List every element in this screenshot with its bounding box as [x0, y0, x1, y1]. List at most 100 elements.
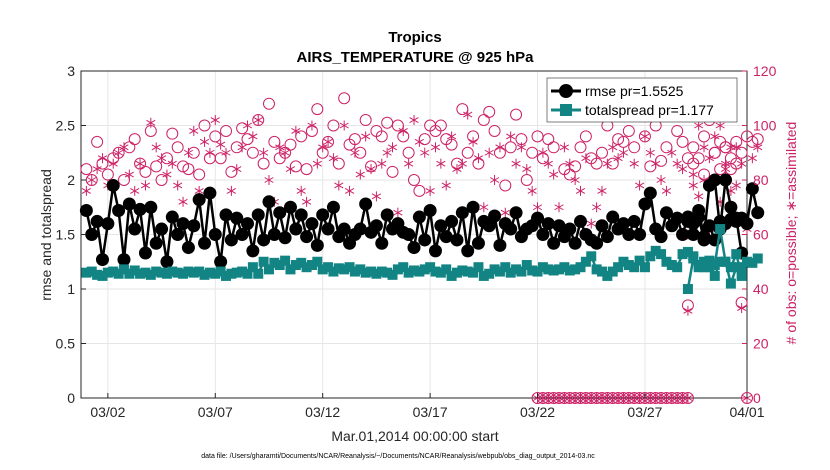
obs-assimilated-point: [81, 185, 91, 196]
rmse-point: [643, 186, 657, 200]
obs-assimilated-point: [634, 180, 645, 191]
obs-assimilated-point: [119, 142, 129, 153]
obs-assimilated-point: [522, 164, 532, 175]
obs-assimilated-point: [301, 196, 312, 207]
spread-point: [263, 264, 274, 275]
rmse-point: [686, 228, 700, 241]
spread-point: [290, 260, 301, 271]
x-tick-label: 03/27: [627, 404, 662, 420]
obs-possible-point: [520, 174, 533, 186]
rmse-point: [246, 244, 260, 258]
rmse-point: [300, 230, 314, 244]
obs-assimilated-point: [597, 185, 607, 196]
rmse-point: [316, 208, 330, 222]
x-tick-label: 03/07: [198, 404, 233, 420]
obs-assimilated-point: [140, 180, 151, 191]
spread-point: [709, 260, 720, 271]
x-tick-label: 03/22: [520, 404, 555, 420]
obs-assimilated-point: [629, 158, 639, 169]
obs-possible-point: [354, 146, 367, 159]
rmse-point: [531, 211, 545, 225]
obs-possible-point: [117, 174, 130, 186]
rmse-point: [552, 219, 566, 233]
rmse-point: [90, 214, 104, 228]
obs-possible-point: [300, 163, 313, 176]
obs-possible-point: [348, 133, 361, 146]
spread-point: [731, 262, 742, 273]
rmse-point: [428, 244, 442, 258]
spread-point: [151, 266, 162, 277]
spread-point: [688, 253, 699, 264]
rmse-point: [326, 200, 340, 214]
spread-point: [435, 267, 446, 278]
rmse-point: [536, 228, 550, 241]
obs-possible-point: [295, 130, 308, 143]
spread-point: [505, 267, 516, 278]
obs-possible-point: [719, 141, 732, 154]
rmse-point: [337, 222, 351, 236]
spread-point: [355, 264, 366, 275]
spread-point: [285, 264, 296, 275]
spread-point: [108, 266, 119, 277]
obs-assimilated-point: [173, 180, 183, 191]
spread-point: [237, 266, 248, 277]
rmse-point: [95, 253, 109, 267]
obs-possible-point: [327, 119, 340, 132]
spread-point: [366, 266, 377, 277]
obs-assimilated-point: [108, 158, 118, 169]
obs-assimilated-point: [183, 147, 194, 158]
spread-point: [97, 270, 108, 281]
obs-possible-point: [230, 141, 243, 154]
obs-possible-point: [746, 135, 759, 148]
rmse-point: [724, 200, 738, 214]
obs-assimilated-point: [130, 185, 140, 196]
spread-point: [650, 245, 661, 256]
obs-assimilated-point: [409, 115, 419, 126]
spread-point: [742, 256, 752, 267]
spread-point: [596, 266, 607, 277]
spread-point: [548, 265, 559, 276]
obs-assimilated-point: [178, 196, 188, 207]
spread-point: [602, 270, 613, 281]
spread-point: [387, 269, 398, 280]
y-tick-label: 2: [67, 172, 75, 188]
rmse-point: [251, 208, 265, 222]
spread-point: [489, 264, 500, 275]
obs-assimilated-point: [361, 131, 371, 142]
obs-assimilated-point: [446, 131, 457, 142]
obs-possible-point: [214, 152, 227, 165]
spread-point: [253, 268, 264, 279]
rmse-point: [122, 197, 136, 211]
spread-point: [312, 256, 323, 267]
obs-possible-point: [80, 163, 93, 176]
spread-point: [720, 256, 731, 267]
obs-assimilated-point: [387, 142, 398, 153]
titles: Tropics AIRS_TEMPERATURE @ 925 hPa: [297, 29, 535, 66]
obs-assimilated-point: [575, 185, 586, 196]
rmse-point: [353, 222, 367, 236]
series-layer: [79, 86, 765, 404]
obs-possible-point: [246, 146, 259, 159]
obs-assimilated-point: [307, 120, 317, 131]
obs-assimilated-point: [694, 191, 704, 202]
obs-possible-point: [510, 108, 523, 121]
spread-point: [81, 267, 92, 278]
obs-assimilated-point: [656, 175, 666, 185]
spread-point: [178, 268, 189, 279]
rmse-point: [600, 230, 614, 244]
obs-possible-point: [386, 165, 399, 178]
legend-spread-marker: [560, 104, 572, 116]
rmse-point: [659, 206, 673, 220]
obs-assimilated-point: [253, 115, 263, 126]
obs-assimilated-point: [489, 175, 500, 185]
spread-point: [194, 266, 205, 277]
obs-possible-point: [413, 184, 426, 197]
rmse-point: [627, 214, 641, 228]
rmse-point: [310, 238, 324, 252]
rmse-point: [359, 197, 373, 211]
obs-possible-point: [262, 97, 275, 110]
spread-point: [231, 267, 242, 278]
rmse-point: [380, 208, 394, 222]
spread-point: [124, 268, 135, 279]
spread-point: [210, 268, 221, 279]
